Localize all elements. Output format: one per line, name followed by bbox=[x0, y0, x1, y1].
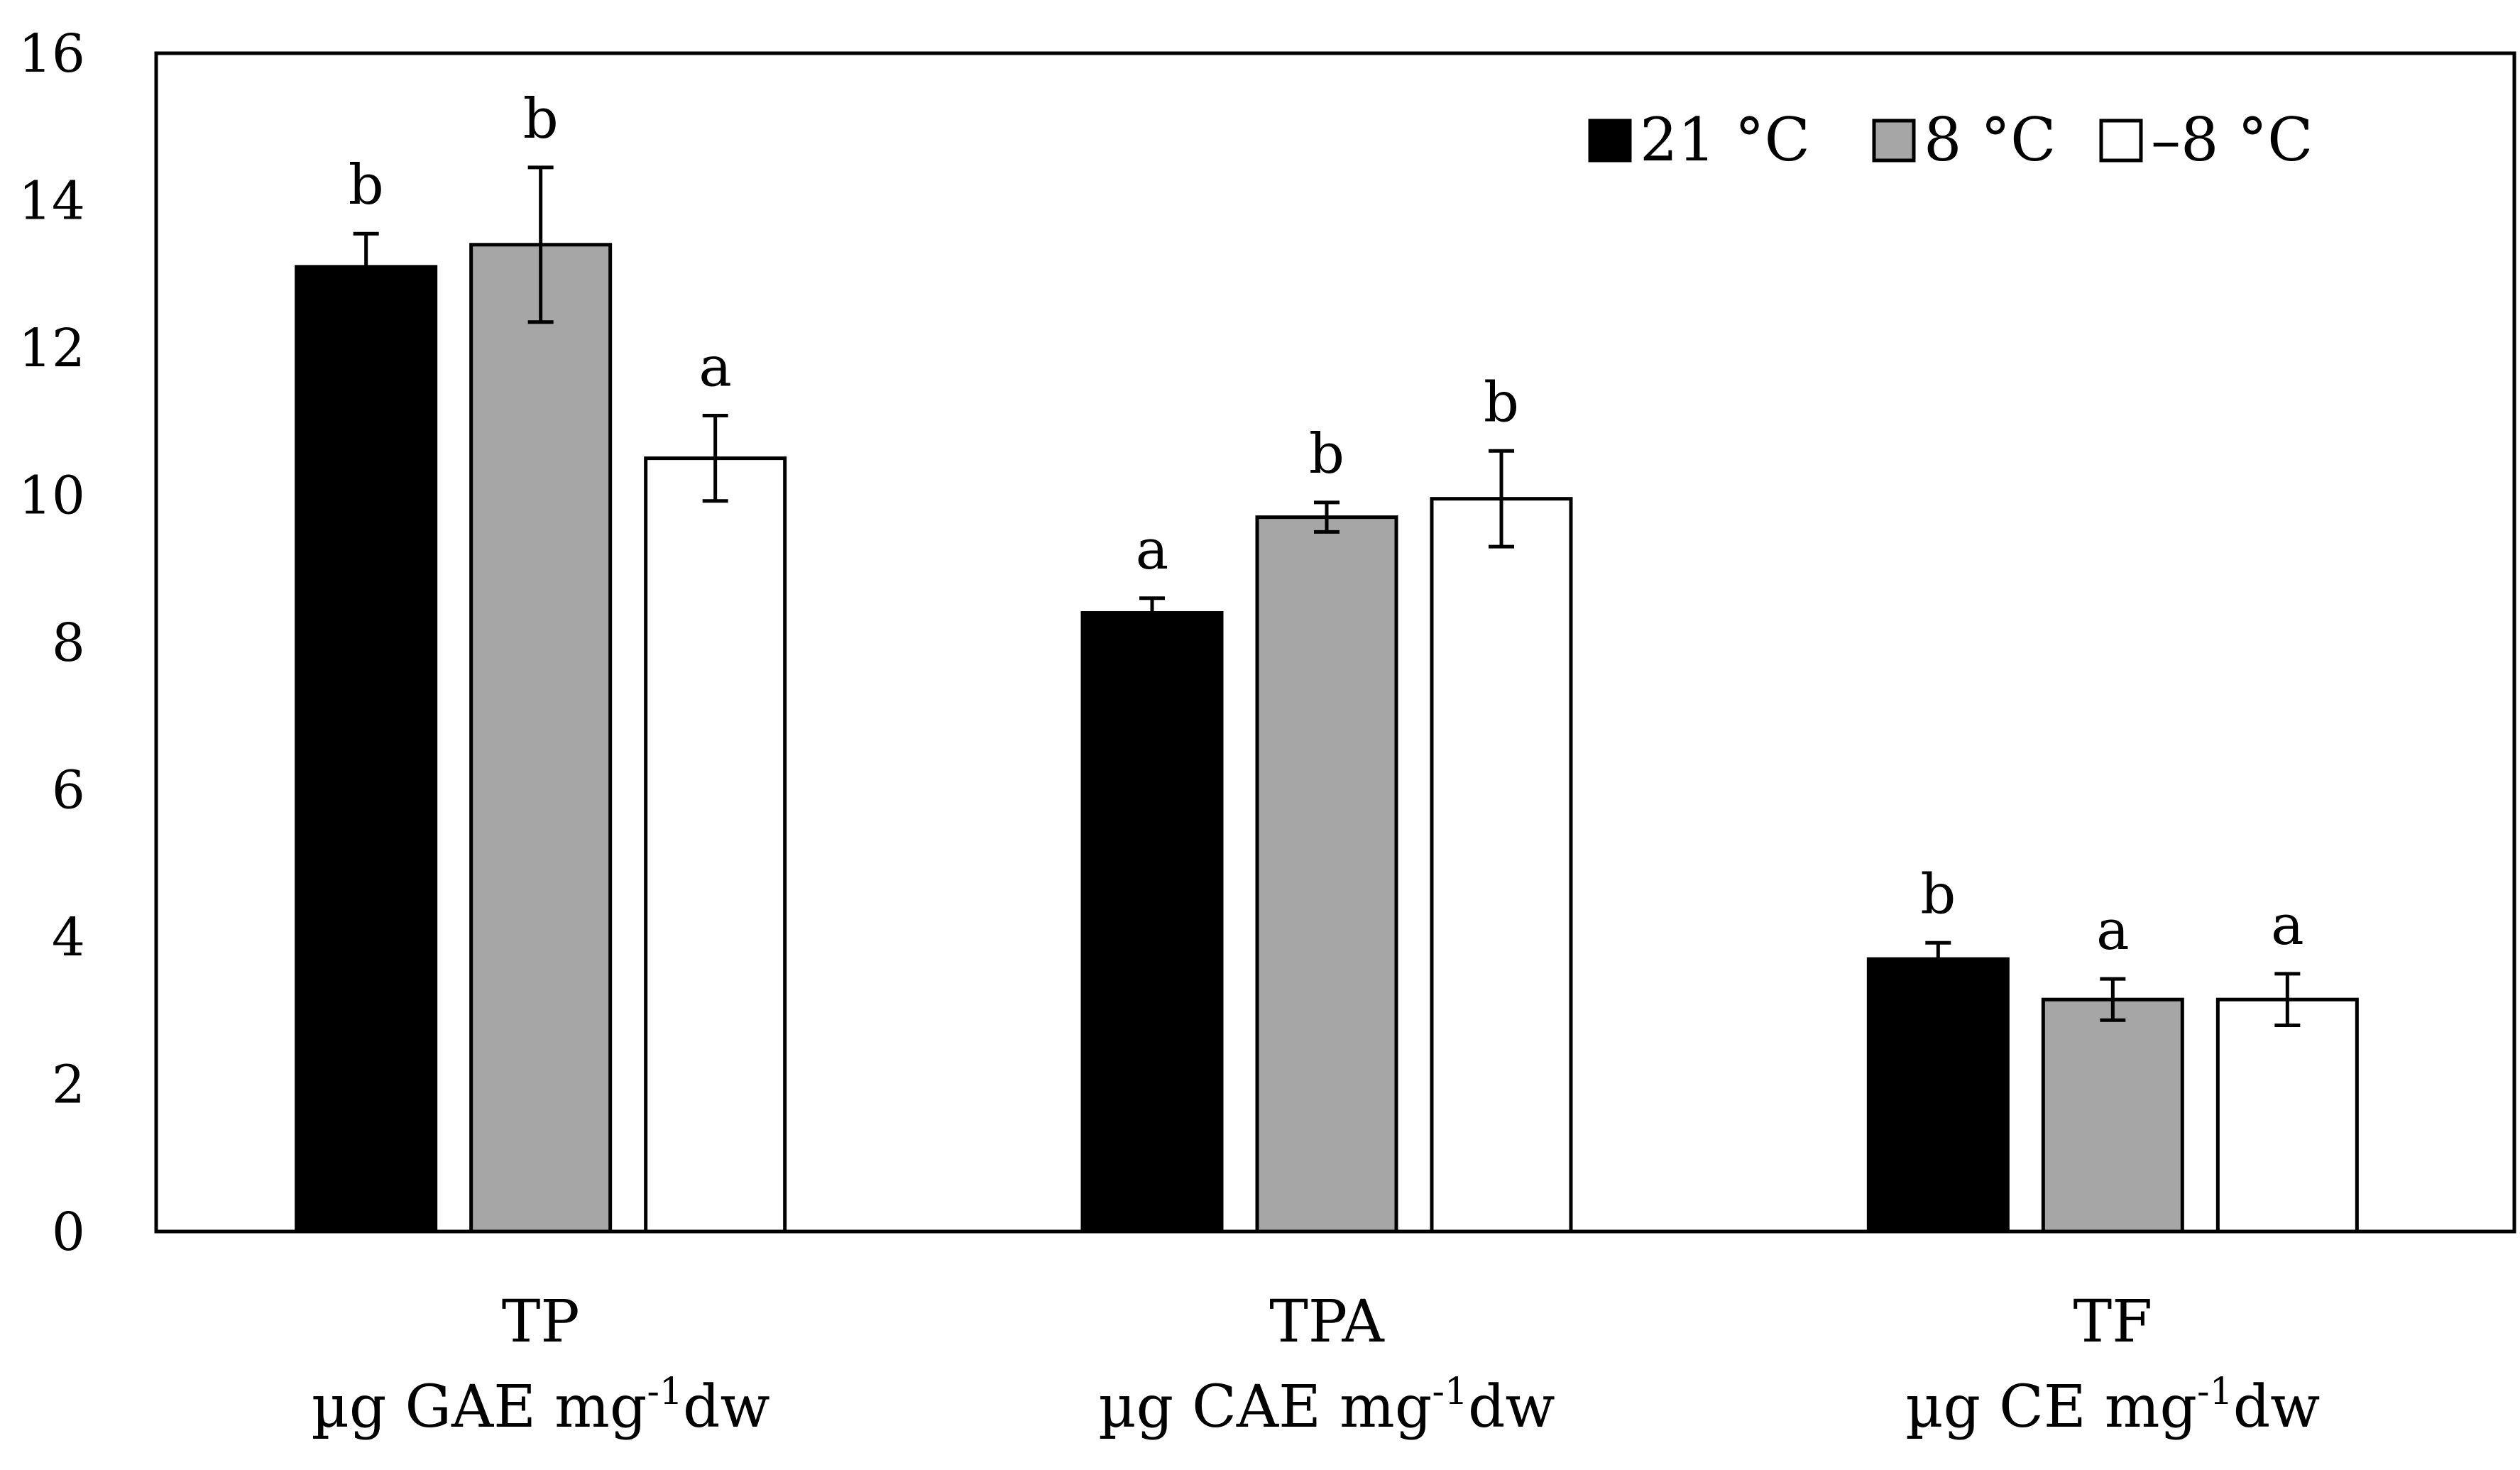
bar-tf-series-0 bbox=[1866, 957, 2010, 1234]
bar-tpa-series-0 bbox=[1080, 611, 1224, 1234]
significance-letter: a bbox=[2271, 894, 2304, 958]
y-axis: 0 2 4 6 8 10 12 14 16 bbox=[18, 23, 85, 1263]
y-tick-label: 14 bbox=[18, 171, 85, 232]
bar-tpa-series-2 bbox=[1430, 497, 1573, 1234]
significance-letter: a bbox=[699, 335, 732, 399]
category-label: TF bbox=[2073, 1288, 2153, 1356]
category-unit-label: µg CAE mg-1dw bbox=[1098, 1371, 1555, 1441]
legend-label: 8 °C bbox=[1924, 105, 2056, 175]
category-label: TPA bbox=[1269, 1288, 1385, 1356]
unit-suffix: dw bbox=[1468, 1373, 1555, 1441]
unit-suffix: dw bbox=[683, 1373, 770, 1441]
category-unit-label: µg CE mg-1dw bbox=[1905, 1371, 2320, 1441]
unit-prefix: µg GAE mg bbox=[312, 1373, 647, 1441]
bar-tf-series-1 bbox=[2041, 997, 2184, 1234]
y-tick-label: 10 bbox=[18, 466, 85, 527]
legend-label: –8 °C bbox=[2151, 105, 2313, 175]
y-tick-label: 0 bbox=[52, 1202, 85, 1263]
unit-superscript: -1 bbox=[2197, 1371, 2233, 1413]
significance-letter: a bbox=[2096, 899, 2130, 962]
legend-swatch bbox=[1588, 119, 1632, 163]
category-unit-label: µg GAE mg-1dw bbox=[312, 1371, 770, 1441]
bar-tp-series-1 bbox=[469, 243, 613, 1234]
significance-letter: a bbox=[1136, 518, 1169, 582]
y-tick-label: 2 bbox=[52, 1055, 85, 1116]
legend-swatch bbox=[2099, 119, 2143, 163]
unit-superscript: -1 bbox=[647, 1371, 683, 1413]
significance-letter: b bbox=[1484, 371, 1519, 434]
y-tick-label: 6 bbox=[52, 760, 85, 821]
y-tick-label: 12 bbox=[18, 318, 85, 379]
legend-swatch bbox=[1872, 119, 1916, 163]
significance-letter: b bbox=[1309, 422, 1344, 486]
bars-layer: b b a a b b b a a bbox=[295, 87, 2359, 1234]
category-label: TP bbox=[502, 1288, 580, 1356]
bar-tp-series-0 bbox=[295, 265, 438, 1234]
y-tick-label: 8 bbox=[52, 613, 85, 674]
y-tick-label: 16 bbox=[18, 23, 85, 84]
y-tick-label: 4 bbox=[52, 907, 85, 968]
bar-tp-series-2 bbox=[644, 456, 787, 1234]
unit-suffix: dw bbox=[2233, 1373, 2321, 1441]
significance-letter: b bbox=[1920, 862, 1956, 926]
unit-prefix: µg CE mg bbox=[1905, 1373, 2197, 1441]
bar-tpa-series-1 bbox=[1255, 515, 1398, 1234]
unit-prefix: µg CAE mg bbox=[1098, 1373, 1432, 1441]
legend-label: 21 °C bbox=[1640, 105, 1810, 175]
significance-letter: b bbox=[349, 153, 384, 217]
significance-letter: b bbox=[523, 87, 559, 151]
legend: 21 °C 8 °C –8 °C bbox=[1588, 105, 2313, 175]
unit-superscript: -1 bbox=[1432, 1371, 1468, 1413]
bar-tf-series-2 bbox=[2215, 997, 2359, 1234]
